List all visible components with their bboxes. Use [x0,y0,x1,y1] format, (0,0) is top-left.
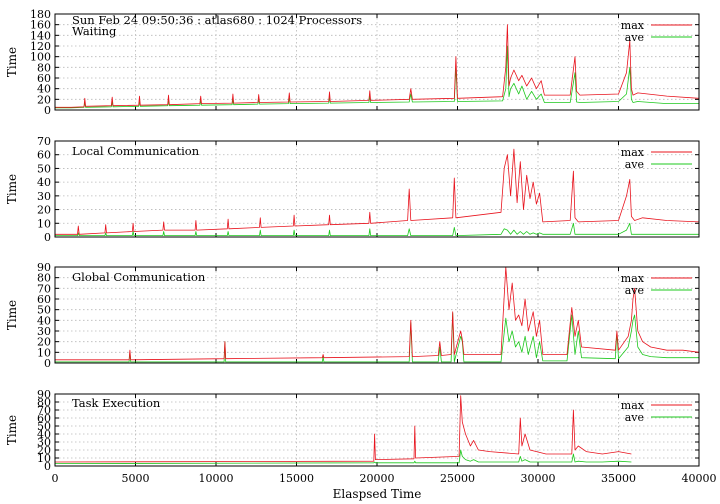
panel-title: Global Communication [72,270,206,284]
y-tick-label: 40 [37,428,51,441]
x-tick-label: 40000 [682,472,717,485]
y-tick-label: 120 [30,40,51,53]
y-tick-label: 30 [37,190,51,203]
figure-header: Sun Feb 24 09:50:36 : atlas680 : 1024 Pr… [72,13,362,27]
y-tick-label: 0 [44,104,51,117]
x-tick-label: 0 [52,472,59,485]
y-tick-label: 140 [30,29,51,42]
y-tick-label: 20 [37,336,51,349]
legend-label-max: max [621,272,645,285]
y-tick-label: 60 [37,293,51,306]
y-tick-label: 10 [37,217,51,230]
x-tick-label: 25000 [440,472,475,485]
y-axis-label: Time [5,300,19,330]
legend-label-ave: ave [625,31,644,44]
plot-frame [54,266,700,364]
series-line-max [54,395,632,463]
x-tick-label: 20000 [360,472,395,485]
y-tick-label: 50 [37,162,51,175]
y-tick-label: 80 [37,61,51,74]
y-tick-label: 20 [37,444,51,457]
series-line-ave [55,222,699,237]
y-tick-label: 100 [30,51,51,64]
y-tick-label: 40 [37,83,51,96]
y-tick-label: 40 [37,314,51,327]
y-tick-label: 20 [37,204,51,217]
y-tick-label: 60 [37,149,51,162]
series-line-ave [55,312,699,363]
y-tick-label: 30 [37,325,51,338]
y-tick-label: 50 [37,420,51,433]
y-tick-label: 20 [37,93,51,106]
x-tick-label: 35000 [601,472,636,485]
legend-label-ave: ave [625,158,644,171]
x-tick-label: 15000 [279,472,314,485]
y-tick-label: 90 [37,388,51,401]
series-line-max [55,24,700,108]
x-axis-label: Elaspsed Time [333,487,422,501]
plot-frame [54,140,700,238]
y-tick-label: 10 [37,346,51,359]
y-tick-label: 0 [44,357,51,370]
y-tick-label: 70 [37,282,51,295]
x-tick-label: 30000 [521,472,556,485]
y-tick-label: 80 [37,396,51,409]
y-tick-label: 50 [37,304,51,317]
y-tick-label: 0 [44,231,51,244]
y-tick-label: 90 [37,261,51,274]
y-tick-label: 80 [37,272,51,285]
panel-title: Waiting [72,24,117,38]
y-tick-label: 40 [37,176,51,189]
y-axis-label: Time [5,174,19,204]
x-tick-label: 5000 [122,472,150,485]
x-tick-label: 10000 [199,472,234,485]
legend-label-ave: ave [625,411,644,424]
y-tick-label: 60 [37,412,51,425]
panel-title: Local Communication [72,144,200,158]
y-axis-label: Time [5,415,19,445]
panel-title: Task Execution [72,396,161,410]
y-tick-label: 70 [37,404,51,417]
y-tick-label: 60 [37,72,51,85]
legend-label-max: max [621,399,645,412]
y-tick-label: 160 [30,19,51,32]
legend-label-max: max [621,19,645,32]
plot-frame [54,393,700,467]
series-line-max [55,266,700,361]
series-line-ave [55,45,699,109]
series-line-max [55,148,700,235]
y-tick-label: 10 [37,452,51,465]
y-axis-label: Time [5,47,19,77]
y-tick-label: 180 [30,8,51,21]
legend-label-max: max [621,146,645,159]
chart-panels: 020406080100120140160180WaitingTimemaxav… [5,8,717,485]
y-tick-label: 0 [44,460,51,473]
series-line-ave [54,449,632,465]
y-tick-label: 70 [37,135,51,148]
y-tick-label: 30 [37,436,51,449]
legend-label-ave: ave [625,284,644,297]
plot-frame [54,13,700,111]
